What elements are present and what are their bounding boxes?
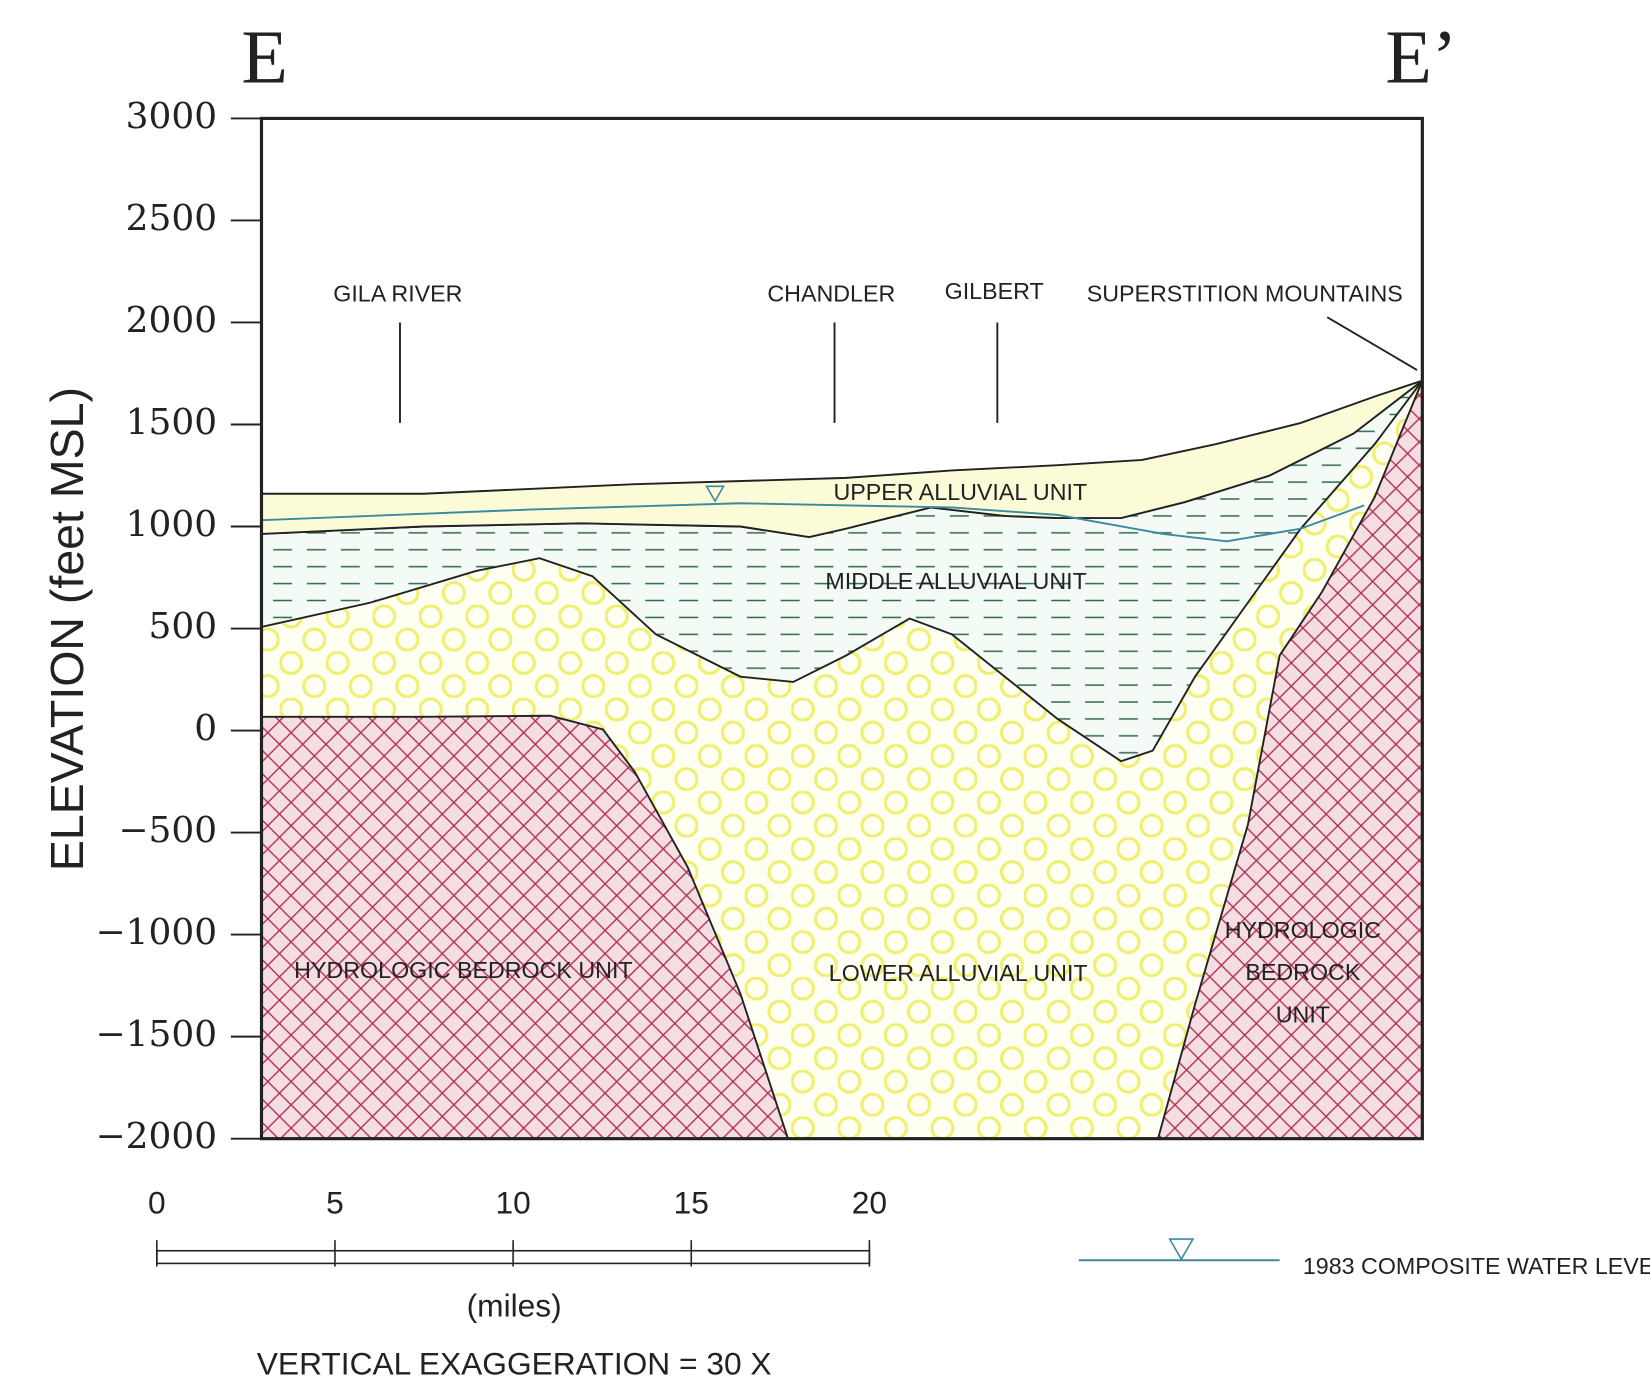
place-leaders (400, 317, 1417, 423)
legend-symbol (1170, 1239, 1193, 1259)
unit-label: BEDROCK (1245, 959, 1360, 985)
scale-unit: (miles) (467, 1287, 562, 1323)
scale-tick-label: 10 (495, 1185, 530, 1221)
scale-tick-label: 20 (852, 1185, 887, 1221)
y-tick-label: −1000 (96, 912, 218, 953)
section-end: E’ (1385, 15, 1457, 99)
scale-note: VERTICAL EXAGGERATION = 30 X (257, 1345, 772, 1381)
legend-label: 1983 COMPOSITE WATER LEVEL (1303, 1253, 1650, 1279)
unit-label: LOWER ALLUVIAL UNIT (829, 960, 1088, 986)
unit-label: HYDROLOGIC (1225, 917, 1381, 943)
y-tick-label: 3000 (126, 96, 217, 137)
place-label: GILBERT (945, 278, 1044, 304)
y-tick-label: −1500 (96, 1014, 218, 1055)
unit-label: HYDROLOGIC BEDROCK UNIT (294, 957, 632, 983)
unit-label: MIDDLE ALLUVIAL UNIT (825, 568, 1086, 594)
y-tick-label: 2500 (126, 198, 217, 239)
y-tick-label: 1500 (126, 402, 217, 443)
place-label: GILA RIVER (333, 280, 462, 306)
place-label: CHANDLER (767, 280, 895, 306)
scale-tick-label: 15 (674, 1185, 709, 1221)
y-tick-label: −500 (118, 810, 217, 851)
y-tick-label: 0 (194, 708, 217, 749)
y-axis-title: ELEVATION (feet MSL) (41, 387, 93, 871)
scale-tick-label: 5 (326, 1185, 344, 1221)
unit-label: UPPER ALLUVIAL UNIT (833, 479, 1087, 505)
place-label: SUPERSTITION MOUNTAINS (1087, 280, 1403, 306)
y-tick-label: 2000 (126, 300, 217, 341)
y-tick-label: 500 (148, 606, 217, 647)
cross-section: E E’ ELEVATION (feet MSL) 30002500200015… (0, 0, 1650, 1385)
y-tick-label: −2000 (96, 1116, 218, 1157)
section-start: E (241, 15, 288, 99)
scale-tick-label: 0 (148, 1185, 166, 1221)
unit-label: UNIT (1276, 1001, 1330, 1027)
y-tick-label: 1000 (126, 504, 217, 545)
